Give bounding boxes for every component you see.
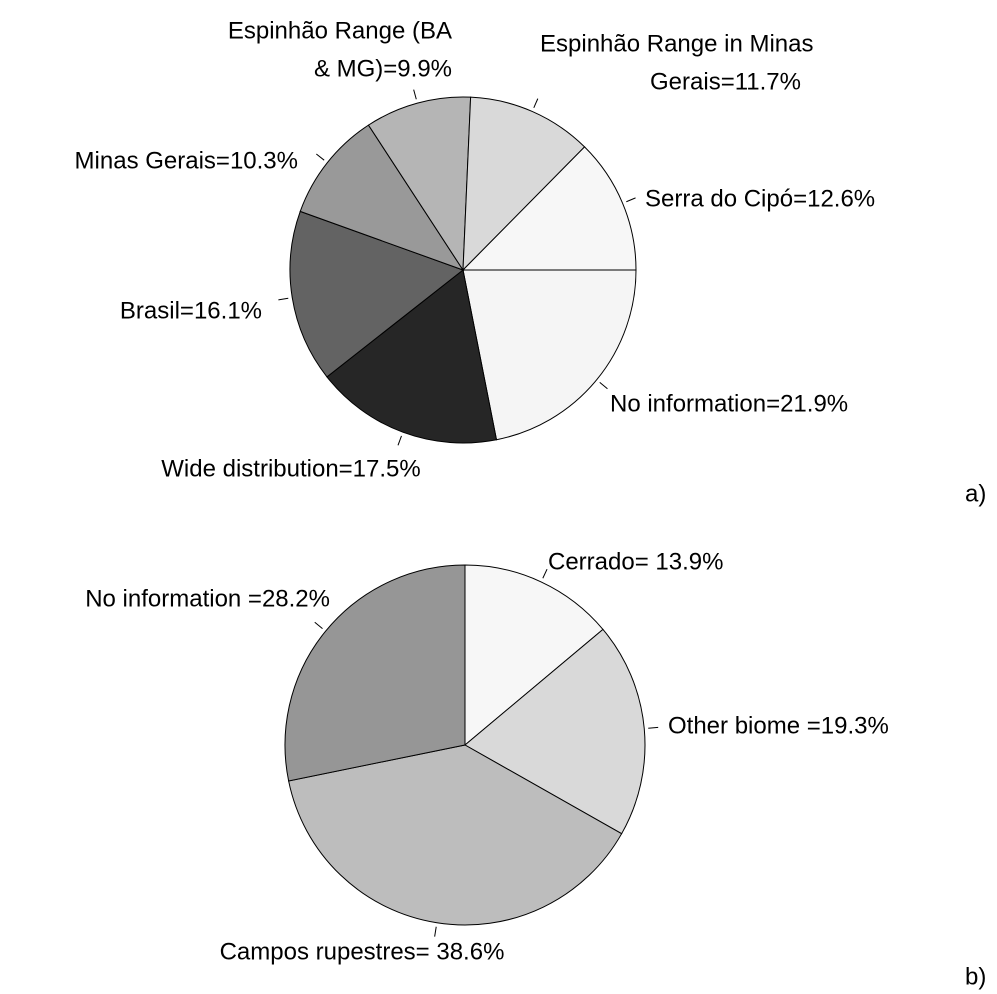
pie-slice xyxy=(462,269,637,441)
slice-label: No information=21.9% xyxy=(610,390,848,417)
slice-label: Minas Gerais=10.3% xyxy=(75,147,298,174)
pie-slice xyxy=(464,564,604,747)
pie-slice xyxy=(288,744,623,926)
pie-slice xyxy=(462,96,586,272)
slice-label: No information =28.2% xyxy=(85,585,330,612)
label-tick xyxy=(648,726,659,729)
pie-slice xyxy=(461,146,637,271)
slice-label: Wide distribution=17.5% xyxy=(161,455,420,482)
slice-label: Espinhão Range (BA xyxy=(228,17,452,44)
pie-slice xyxy=(289,210,465,378)
label-tick xyxy=(434,926,437,937)
pie-slice xyxy=(367,96,472,272)
label-tick xyxy=(599,382,608,390)
panel-label: b) xyxy=(965,963,986,990)
slice-label: Cerrado= 13.9% xyxy=(548,548,723,575)
pie-slice xyxy=(299,124,465,271)
slice-label: & MG)=9.9% xyxy=(314,55,452,82)
label-tick xyxy=(314,621,323,629)
slice-label: Campos rupestres= 38.6% xyxy=(220,938,505,965)
label-tick xyxy=(397,435,402,446)
slice-label: Gerais=11.7% xyxy=(650,68,801,95)
pie-slice xyxy=(284,564,466,782)
label-tick xyxy=(316,153,325,161)
label-tick xyxy=(542,568,548,579)
slice-label: Brasil=16.1% xyxy=(120,297,262,324)
pie-slice xyxy=(326,269,498,444)
slice-label: Espinhão Range in Minas xyxy=(540,30,814,57)
label-tick xyxy=(626,197,636,203)
label-tick xyxy=(278,297,289,301)
label-tick xyxy=(533,98,539,108)
pie-slice xyxy=(464,628,646,835)
slice-label: Other biome =19.3% xyxy=(668,712,889,739)
panel-label: a) xyxy=(965,480,986,507)
label-tick xyxy=(413,89,417,100)
slice-label: Serra do Cipó=12.6% xyxy=(645,185,875,212)
